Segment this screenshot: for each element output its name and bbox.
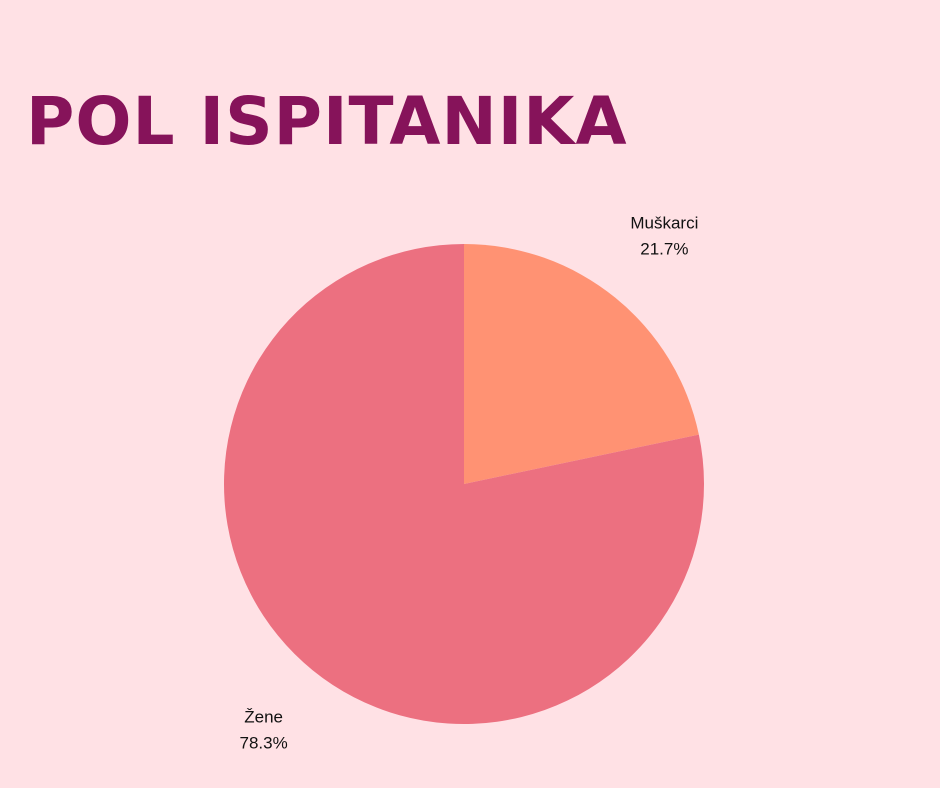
slice-value-label: 78.3% <box>240 733 288 752</box>
slice-label: Žene <box>244 707 283 726</box>
slice-label: Muškarci <box>630 214 698 233</box>
pie-slice <box>224 244 705 725</box>
chart-title: POL ISPITANIKA <box>26 83 628 160</box>
pie-slice <box>464 244 699 484</box>
slice-value-label: 21.7% <box>640 240 688 259</box>
